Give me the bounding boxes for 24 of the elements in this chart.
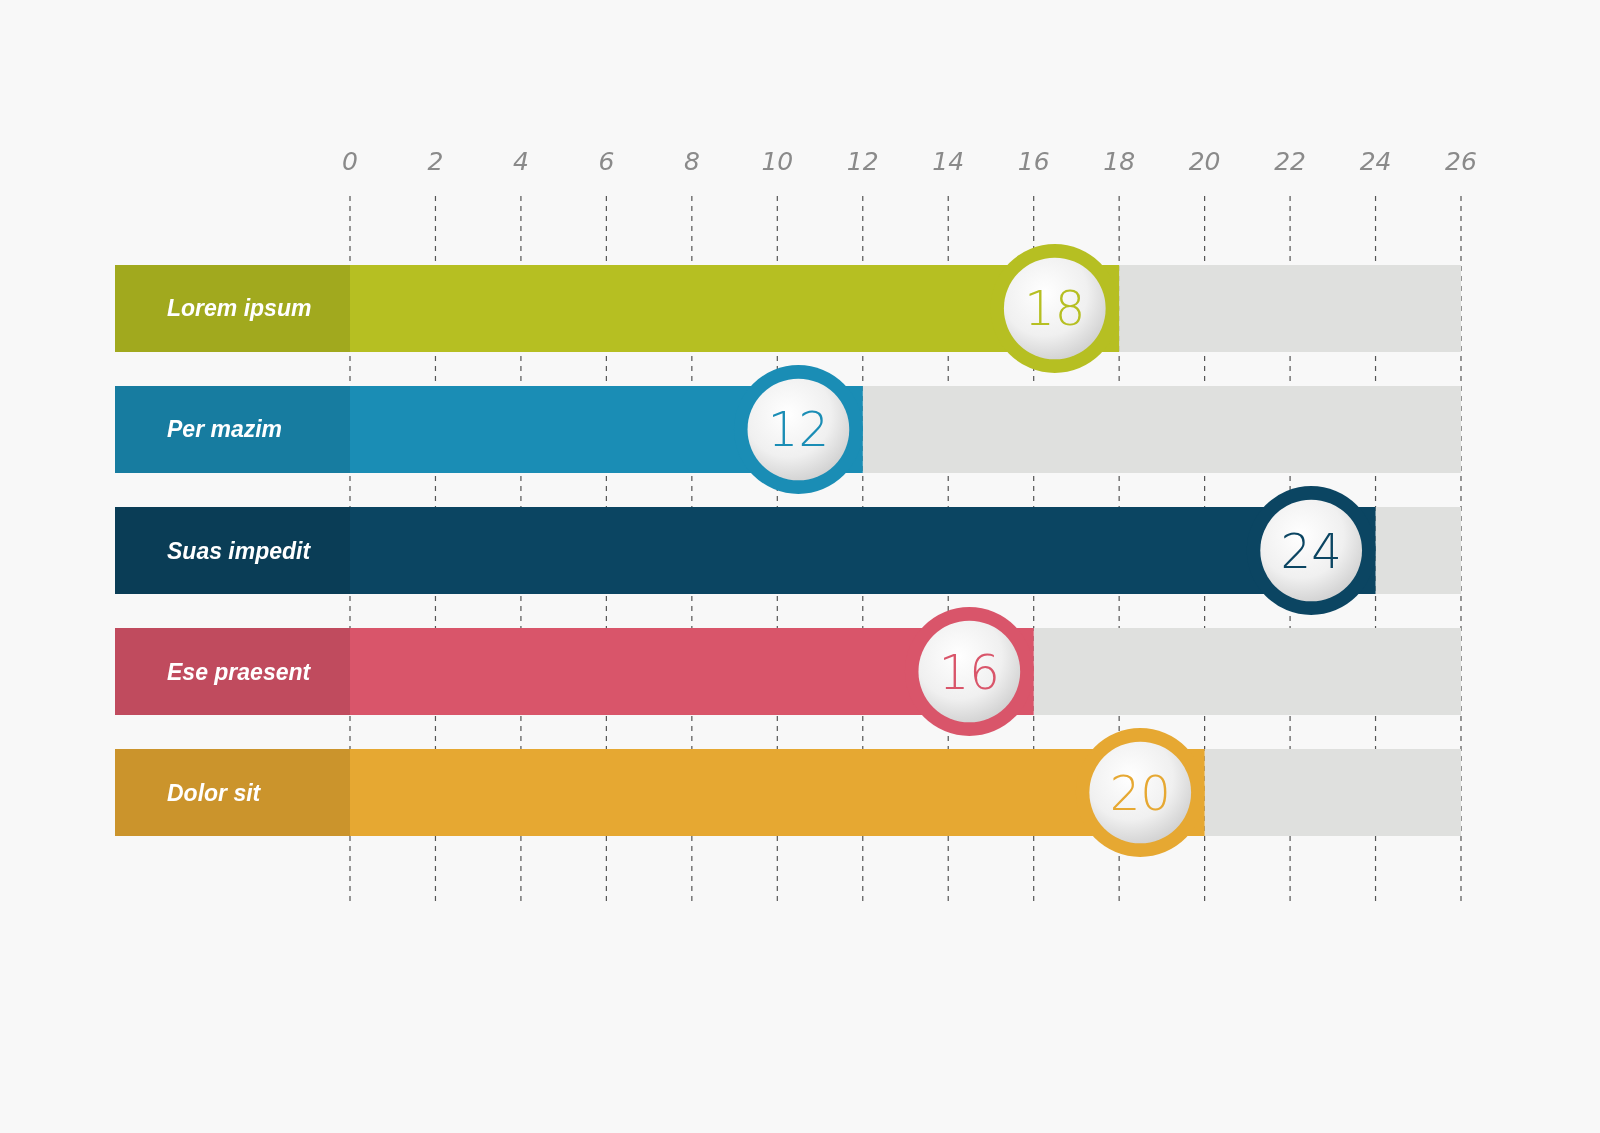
x-tick-label: 16 bbox=[1017, 147, 1050, 176]
x-tick-label: 10 bbox=[761, 147, 794, 176]
x-tick-label: 26 bbox=[1445, 147, 1477, 176]
x-tick-label: 2 bbox=[427, 147, 444, 176]
x-tick-label: 6 bbox=[598, 147, 615, 176]
x-tick-label: 14 bbox=[932, 147, 965, 176]
data-label: 12 bbox=[767, 401, 829, 458]
y-tick-label: Suas impedit bbox=[167, 537, 312, 564]
x-tick-label: 24 bbox=[1359, 147, 1392, 176]
x-tick-label: 4 bbox=[512, 147, 529, 176]
data-label: 24 bbox=[1280, 522, 1342, 579]
x-tick-label: 8 bbox=[683, 147, 700, 176]
data-label: 18 bbox=[1024, 280, 1086, 337]
y-tick-label: Dolor sit bbox=[167, 779, 262, 806]
x-tick-label: 18 bbox=[1103, 147, 1136, 176]
x-tick-label: 22 bbox=[1274, 147, 1306, 176]
y-tick-label: Per mazim bbox=[167, 416, 283, 443]
data-label: 20 bbox=[1109, 764, 1171, 821]
x-tick-label: 12 bbox=[846, 147, 879, 176]
y-tick-label: Ese praesent bbox=[167, 658, 312, 685]
data-label: 16 bbox=[938, 643, 1000, 700]
y-tick-label: Lorem ipsum bbox=[167, 295, 312, 322]
x-tick-label: 20 bbox=[1188, 147, 1221, 176]
x-tick-label: 0 bbox=[342, 147, 358, 176]
